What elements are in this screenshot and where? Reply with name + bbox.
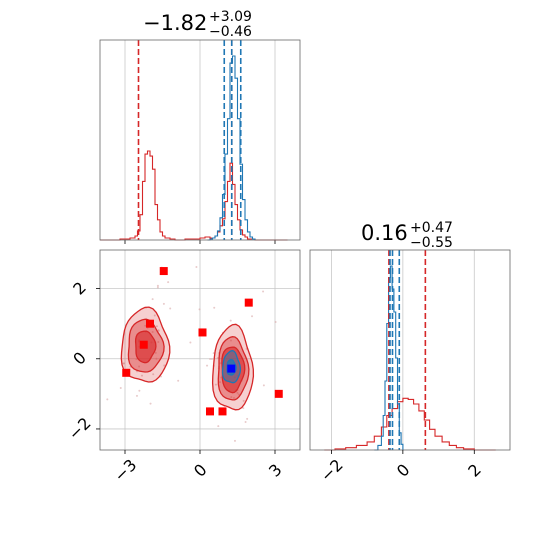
hist-y-x-tick-label: −2: [317, 455, 347, 485]
red-square-marker: [274, 389, 283, 398]
hist-x-series: [100, 55, 288, 241]
contour-sample-point: [162, 302, 165, 305]
hist-y-title-plus: +0.47: [410, 220, 453, 236]
contour-sample-point: [210, 357, 213, 360]
contour-sample-point: [135, 358, 138, 361]
contour-sample-point: [242, 407, 245, 410]
hist-y-title: 0.16 +0.47 −0.55: [361, 220, 453, 251]
contour-sample-point: [218, 381, 221, 384]
contour-sample-point: [135, 394, 138, 397]
hist-y-panel: −2 0 2 0.16 +0.47 −0.55: [309, 220, 511, 485]
contour-sample-point: [157, 340, 160, 343]
red-square-marker: [139, 340, 148, 349]
red-square-marker: [244, 298, 253, 307]
hist-y-grid: [331, 250, 475, 450]
hist-y-quantile-lines: [388, 250, 427, 450]
contour-sample-point: [155, 357, 158, 360]
contour-sample-point: [151, 330, 154, 333]
contour-sample-point: [177, 379, 180, 382]
hist-y-x-tick-label: 2: [464, 460, 485, 481]
contour-sample-point: [251, 315, 254, 318]
hist-y-x-tick-label: 0: [393, 460, 414, 481]
contour-sample-point: [198, 308, 201, 311]
contour-sample-point: [229, 339, 232, 342]
contour-markers: [122, 267, 283, 416]
contour-sample-point: [138, 365, 141, 368]
contour-sample-point: [156, 286, 159, 289]
red-square-marker: [206, 407, 214, 416]
contour-sample-point: [214, 383, 217, 386]
contour-sample-point: [213, 306, 216, 309]
hist-y-title-value: 0.16: [361, 221, 408, 245]
contour-x-tick-label: −3: [110, 455, 140, 485]
contour-x-ticks: −3 0 3: [110, 450, 286, 485]
contour-sample-point: [262, 290, 265, 293]
contour-sample-point: [123, 362, 126, 365]
contour-y-tick-label: 0: [69, 348, 90, 369]
hist-x-title: −1.82 +3.09 −0.46: [143, 9, 252, 40]
contour-sample-point: [149, 402, 152, 405]
hist-x-panel: −1.82 +3.09 −0.46: [99, 9, 301, 244]
contour-sample-point: [262, 384, 265, 387]
red-square-marker: [218, 407, 227, 416]
contour-sample-point: [106, 398, 109, 401]
hist-x-quantile-lines: [137, 40, 242, 240]
contour-sample-point: [138, 389, 141, 392]
contour-sample-point: [152, 373, 155, 376]
hist-y-title-minus: −0.55: [410, 235, 453, 251]
contour-sample-point: [236, 391, 239, 394]
hist-x-title-minus: −0.46: [209, 24, 252, 40]
contour-sample-point: [233, 439, 236, 442]
contour-sample-point: [157, 329, 160, 332]
contour-sample-point: [169, 307, 172, 310]
hist-x-series-0: [100, 150, 288, 241]
contour-panel: −3 0 3 −2 0 2: [65, 249, 301, 485]
red-square-marker: [159, 267, 168, 276]
hist-x-title-value: −1.82: [143, 11, 207, 35]
contour-sample-point: [242, 399, 245, 402]
red-square-marker: [122, 368, 131, 377]
hist-x-title-plus: +3.09: [209, 9, 252, 25]
contour-sample-point: [233, 396, 236, 399]
hist-y-frame: [309, 249, 511, 451]
contour-grid: [100, 250, 300, 450]
blue-square-marker: [227, 364, 236, 373]
contour-x-tick-label: 3: [265, 460, 286, 481]
contour-sample-point: [163, 364, 166, 367]
hist-y-series: [324, 265, 496, 451]
contour-sample-point: [195, 266, 198, 269]
contour-sample-point: [119, 386, 122, 389]
contour-sample-point: [237, 393, 240, 396]
contour-sample-point: [229, 319, 232, 322]
hist-y-x-ticks: −2 0 2: [317, 450, 485, 485]
contour-sample-point: [244, 420, 247, 423]
hist-y-series-0: [324, 397, 496, 451]
contour-sample-point: [217, 425, 220, 428]
hist-x-frame: [99, 39, 301, 241]
contour-sample-point: [156, 284, 159, 287]
contour-sample-point: [153, 314, 156, 317]
contour-x-tick-label: 0: [190, 460, 211, 481]
red-square-marker: [146, 319, 154, 328]
contour-sample-point: [274, 321, 277, 324]
contour-y-tick-label: 2: [69, 278, 90, 299]
contour-sample-point: [167, 281, 170, 284]
contour-sample-point: [140, 374, 143, 377]
contour-sample-point: [155, 325, 158, 328]
contour-sample-point: [219, 362, 222, 365]
hist-x-grid: [124, 40, 276, 244]
red-square-marker: [198, 328, 207, 337]
contour-sample-point: [189, 341, 192, 344]
contour-sample-point: [206, 364, 209, 367]
contour-sample-point: [209, 358, 212, 361]
contour-sample-point: [151, 298, 154, 301]
contour-sample-point: [144, 324, 147, 327]
contour-sample-point: [246, 417, 249, 420]
contour-sample-point: [154, 351, 157, 354]
contour-sample-point: [230, 396, 233, 399]
contour-y-ticks: −2 0 2: [65, 278, 100, 444]
contour-y-tick-label: −2: [65, 414, 95, 444]
